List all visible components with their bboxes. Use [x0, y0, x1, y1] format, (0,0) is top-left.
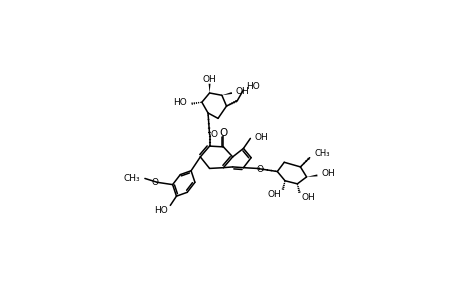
Polygon shape [208, 84, 210, 93]
Text: HO: HO [172, 98, 186, 107]
Text: HO: HO [245, 82, 259, 91]
Polygon shape [306, 174, 317, 177]
Text: O: O [210, 130, 217, 139]
Text: O: O [256, 166, 263, 175]
Polygon shape [221, 92, 232, 95]
Text: OH: OH [321, 169, 335, 178]
Text: CH₃: CH₃ [313, 149, 329, 158]
Text: OH: OH [254, 133, 268, 142]
Text: OH: OH [267, 190, 280, 199]
Text: O: O [219, 128, 227, 138]
Text: OH: OH [202, 75, 216, 84]
Text: OH: OH [301, 193, 314, 202]
Text: CH₃: CH₃ [123, 174, 140, 183]
Text: HO: HO [154, 206, 168, 214]
Text: O: O [151, 178, 158, 187]
Text: OH: OH [235, 87, 249, 96]
